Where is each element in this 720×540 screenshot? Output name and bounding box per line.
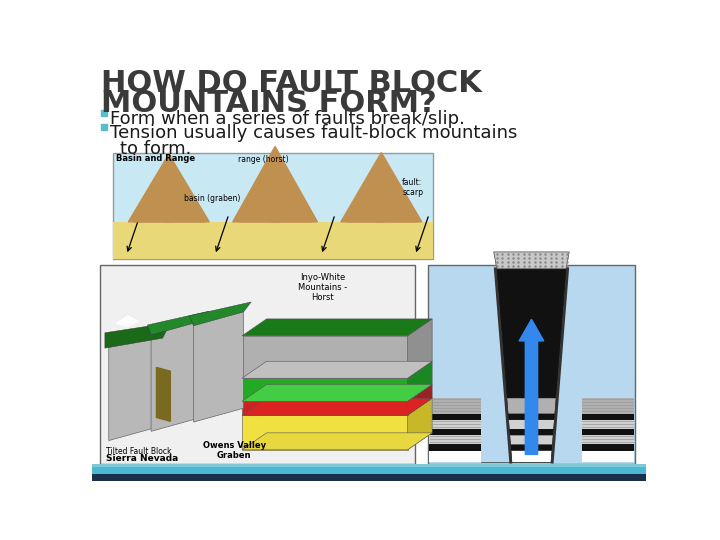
- Polygon shape: [135, 181, 173, 222]
- Polygon shape: [242, 384, 432, 401]
- Bar: [582, 414, 634, 420]
- Polygon shape: [509, 420, 554, 429]
- Polygon shape: [510, 444, 552, 450]
- Bar: [582, 444, 634, 450]
- Polygon shape: [494, 252, 570, 269]
- Bar: [101, 110, 107, 117]
- Bar: [429, 398, 482, 414]
- Bar: [582, 429, 634, 435]
- Polygon shape: [408, 319, 432, 378]
- Polygon shape: [242, 319, 432, 336]
- Polygon shape: [408, 361, 432, 401]
- Bar: [429, 414, 482, 420]
- Polygon shape: [507, 398, 556, 414]
- Bar: [92, 464, 647, 467]
- Bar: [92, 475, 647, 481]
- Text: HOW DO FAULT BLOCK: HOW DO FAULT BLOCK: [101, 69, 482, 98]
- Polygon shape: [497, 269, 566, 462]
- Polygon shape: [510, 435, 553, 444]
- Bar: [92, 467, 647, 475]
- FancyArrow shape: [519, 319, 544, 455]
- Polygon shape: [242, 398, 432, 415]
- Bar: [582, 420, 634, 429]
- Bar: [429, 429, 482, 435]
- Text: Owens Valley
Graben: Owens Valley Graben: [203, 441, 266, 460]
- Polygon shape: [408, 384, 432, 415]
- Polygon shape: [510, 429, 554, 435]
- Text: Sierra Nevada: Sierra Nevada: [106, 455, 178, 463]
- Bar: [428, 265, 634, 464]
- Bar: [582, 450, 634, 462]
- Bar: [429, 435, 482, 444]
- Bar: [582, 435, 634, 444]
- Text: range (horst): range (horst): [238, 155, 289, 164]
- Polygon shape: [242, 361, 432, 378]
- Polygon shape: [242, 401, 408, 415]
- Bar: [429, 420, 482, 429]
- Polygon shape: [148, 311, 209, 335]
- Polygon shape: [511, 450, 552, 462]
- Bar: [582, 398, 634, 414]
- Polygon shape: [242, 433, 432, 450]
- Polygon shape: [242, 336, 408, 378]
- Polygon shape: [105, 323, 171, 348]
- Text: MOUNTAINS FORM?: MOUNTAINS FORM?: [101, 90, 437, 118]
- Text: fault:
scarp: fault: scarp: [402, 178, 423, 197]
- Text: basin (graben): basin (graben): [184, 194, 240, 203]
- Bar: [429, 450, 482, 462]
- Polygon shape: [128, 154, 210, 222]
- Bar: [429, 444, 482, 450]
- Bar: [101, 124, 107, 130]
- Polygon shape: [189, 302, 251, 326]
- Polygon shape: [156, 367, 171, 421]
- Polygon shape: [508, 414, 554, 420]
- Polygon shape: [117, 316, 138, 327]
- Text: Tension usually causes fault-block mountains: Tension usually causes fault-block mount…: [109, 124, 517, 142]
- Polygon shape: [240, 177, 279, 222]
- Polygon shape: [347, 180, 385, 222]
- Polygon shape: [377, 184, 417, 222]
- Polygon shape: [341, 153, 422, 222]
- Text: to form.: to form.: [120, 140, 192, 158]
- Polygon shape: [233, 146, 318, 222]
- Text: Basin and Range: Basin and Range: [117, 154, 196, 163]
- Polygon shape: [109, 327, 159, 441]
- Polygon shape: [165, 185, 204, 222]
- Polygon shape: [242, 378, 408, 401]
- Polygon shape: [271, 180, 312, 222]
- Polygon shape: [242, 415, 408, 450]
- Bar: [99, 265, 415, 464]
- Polygon shape: [194, 308, 243, 422]
- Text: Form when a series of faults break/slip.: Form when a series of faults break/slip.: [109, 110, 464, 128]
- Text: Tilted Fault Block: Tilted Fault Block: [106, 447, 171, 456]
- Polygon shape: [151, 318, 201, 431]
- Polygon shape: [408, 398, 432, 450]
- Bar: [113, 153, 433, 259]
- Text: Inyo-White
Mountains -
Horst: Inyo-White Mountains - Horst: [298, 273, 348, 302]
- Bar: [113, 222, 433, 259]
